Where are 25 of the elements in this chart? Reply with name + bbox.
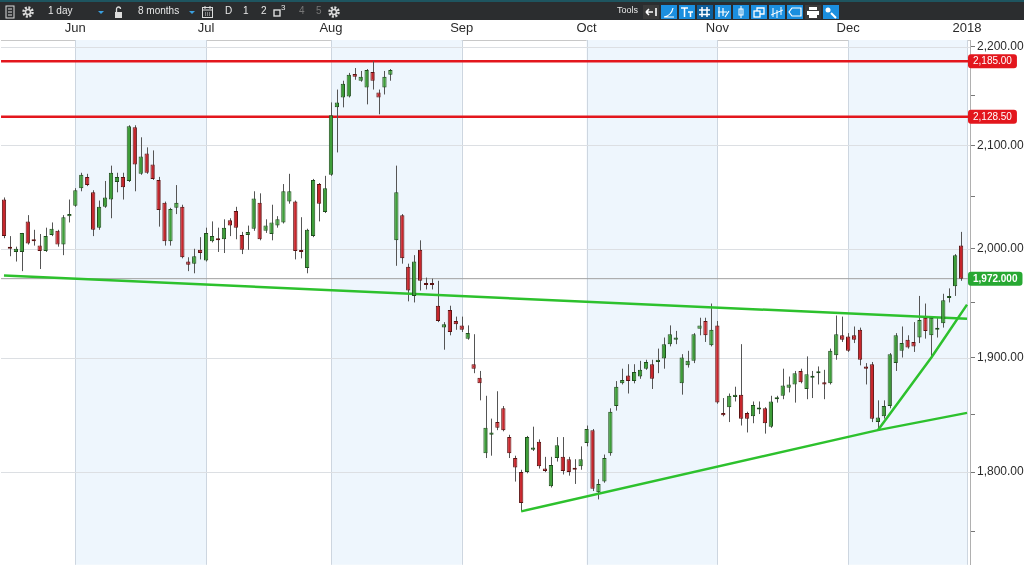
text: 3 — [281, 2, 286, 14]
x-tick-label: Nov — [705, 19, 730, 35]
x-tick-label: Aug — [319, 19, 343, 35]
text: 1 — [243, 5, 249, 17]
x-tick-label: Oct — [576, 19, 598, 35]
text: 2 — [261, 5, 267, 17]
x-tick-label: Dec — [836, 19, 861, 35]
text: 4 — [299, 5, 305, 17]
text: Tools — [617, 4, 639, 16]
x-tick-label: Jul — [197, 19, 215, 35]
y-tick-label: 2,200.00 — [977, 39, 1024, 54]
text: D — [225, 5, 233, 17]
y-tick-label: 2,100.00 — [977, 137, 1024, 152]
text: 1 day — [48, 5, 73, 17]
ref-line-label: 2,128.50 — [973, 111, 1013, 123]
y-tick-label: 1,900.00 — [977, 349, 1024, 364]
ref-line-label: 2,185.00 — [973, 55, 1013, 67]
text: 5 — [316, 5, 322, 17]
x-tick-label: Jun — [64, 19, 86, 35]
ref-line-label: 1,972.000 — [973, 272, 1018, 284]
y-tick-label: 1,800.00 — [977, 464, 1024, 479]
text: 8 months — [138, 5, 180, 17]
y-tick-label: 2,000.00 — [977, 241, 1024, 256]
x-tick-label: 2018 — [952, 19, 982, 35]
x-tick-label: Sep — [450, 19, 474, 35]
